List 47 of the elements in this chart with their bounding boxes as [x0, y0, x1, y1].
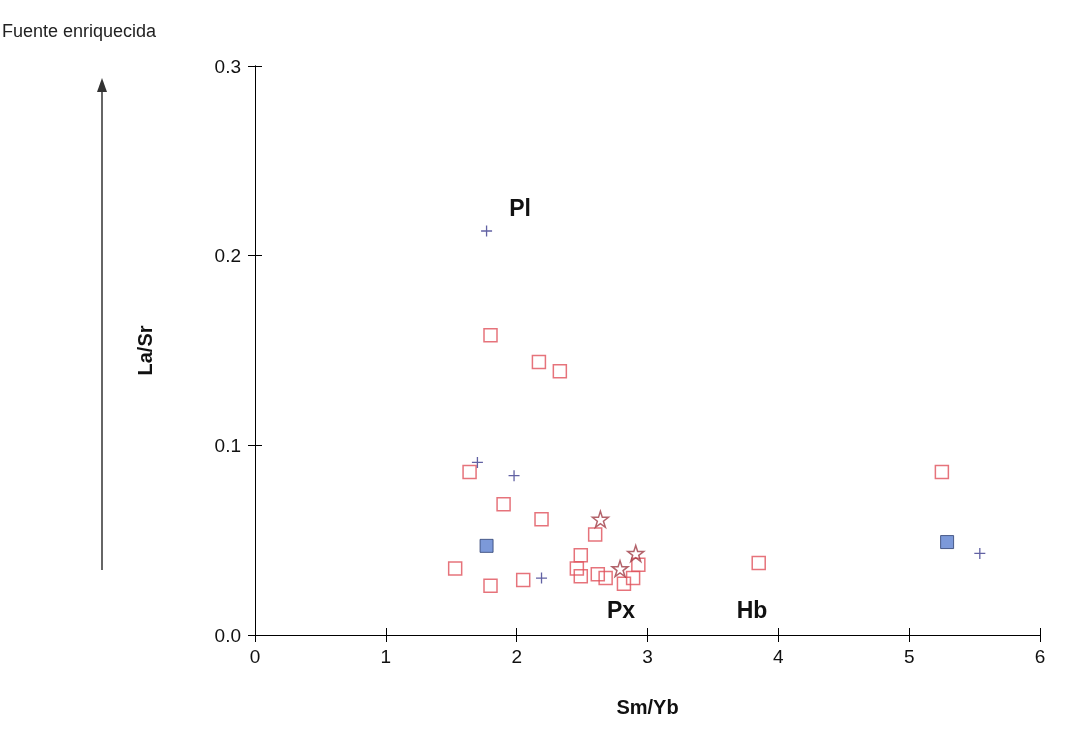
point [447, 561, 463, 576]
point [534, 512, 549, 527]
point [483, 578, 498, 593]
x-axis-title: Sm/Yb [616, 696, 679, 718]
annotation: Px [606, 597, 636, 623]
x-tick-label: 4 [773, 646, 785, 667]
source-note: Fuente enriquecida [2, 21, 158, 41]
point [751, 555, 766, 571]
point [471, 456, 484, 469]
point [940, 535, 955, 550]
point [611, 559, 629, 578]
point [573, 548, 589, 563]
point [625, 570, 641, 586]
x-tick-label: 5 [903, 646, 915, 667]
point [535, 571, 548, 585]
y-tick-label: 0.3 [214, 55, 241, 77]
point [515, 572, 531, 588]
y-tick-label: 0.0 [214, 624, 241, 646]
point [507, 469, 521, 482]
x-tick-label: 0 [249, 646, 261, 667]
y-tick-label: 0.2 [214, 245, 241, 267]
x-tick-label: 3 [642, 646, 653, 667]
annotation: Pl [509, 195, 531, 221]
point [573, 568, 589, 584]
point [462, 464, 477, 480]
point [590, 567, 606, 582]
y-axis-title: La/Sr [134, 325, 156, 376]
y-tick-label: 0.1 [214, 434, 241, 456]
x-tick-label: 1 [380, 646, 392, 667]
point [934, 464, 950, 480]
point [483, 328, 498, 343]
point [552, 364, 568, 379]
point [631, 557, 646, 573]
x-tick-label: 6 [1034, 646, 1046, 667]
point [591, 510, 610, 529]
point [496, 496, 511, 512]
point [626, 544, 645, 563]
point [569, 561, 585, 576]
point [587, 527, 603, 542]
point [531, 354, 547, 370]
point [616, 576, 632, 592]
point [479, 538, 494, 553]
point [480, 224, 493, 238]
point [598, 570, 613, 586]
x-tick-label: 2 [511, 646, 522, 667]
point [973, 547, 986, 560]
annotation: Hb [736, 597, 768, 623]
